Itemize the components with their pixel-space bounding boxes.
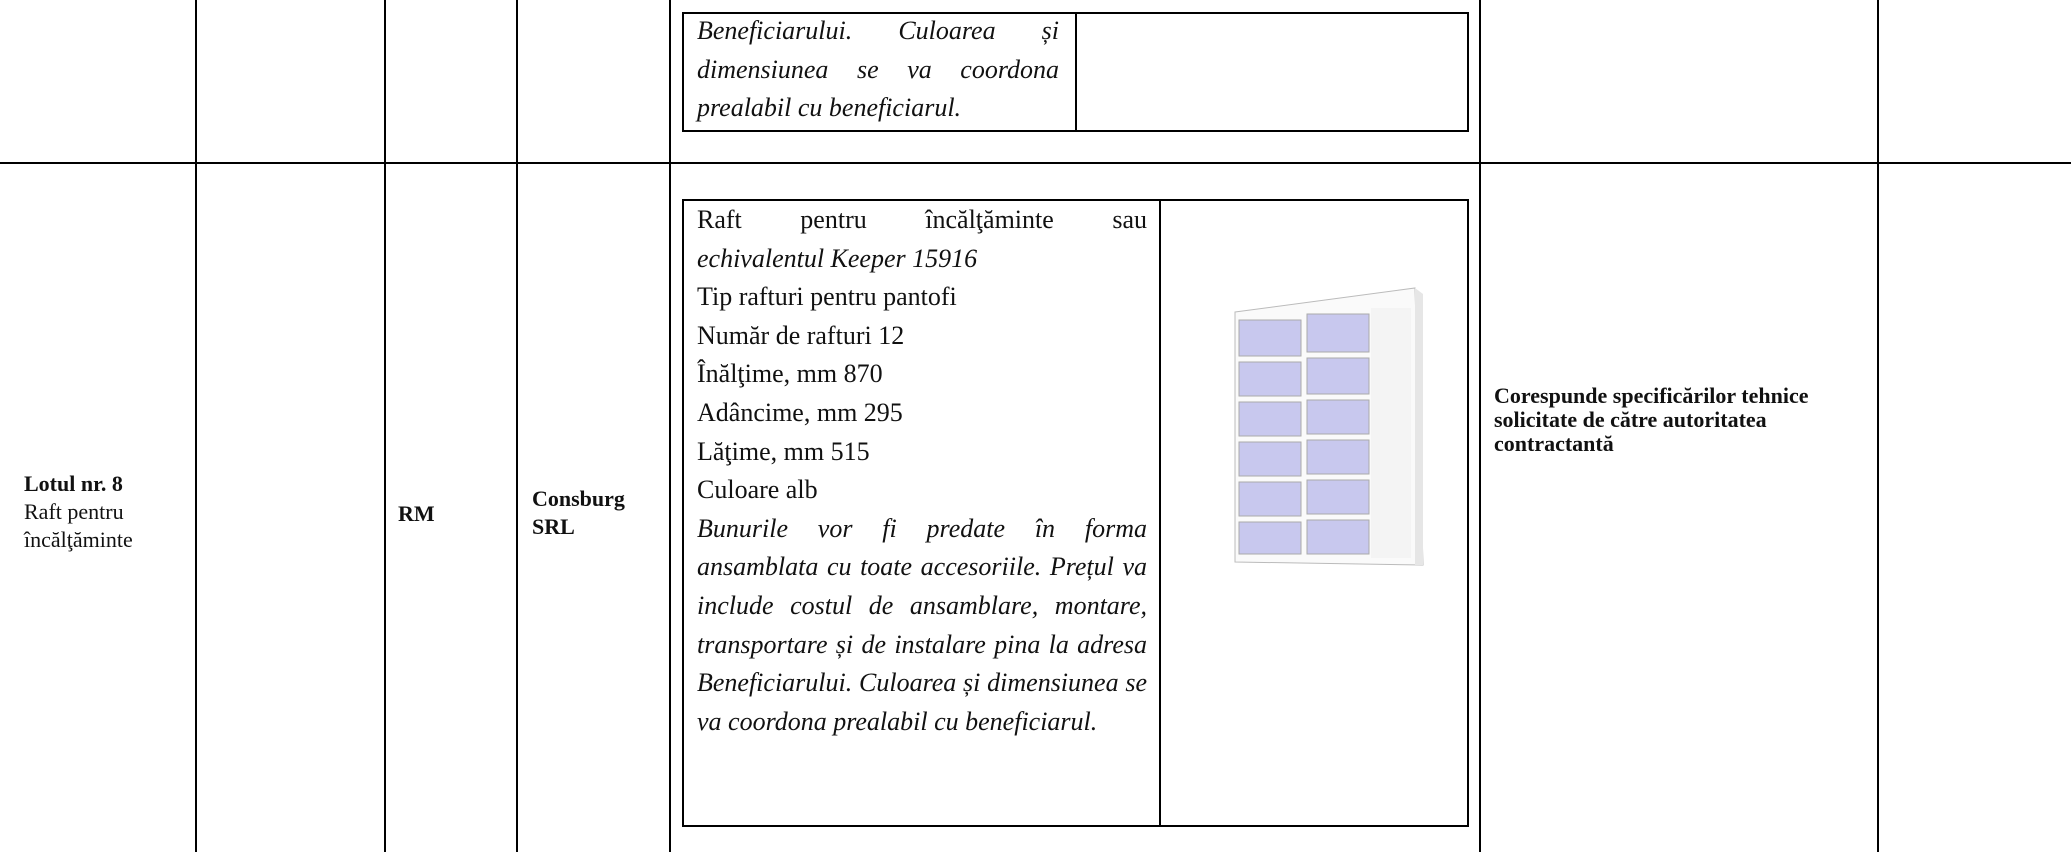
spec-terms: Bunurile vor fi predate în forma ansambl…: [697, 513, 1147, 736]
spec-line: Tip rafturi pentru pantofi: [697, 282, 957, 312]
spec-cell: Raft pentru încălţăminte sau echivalentu…: [697, 201, 1147, 741]
supplier: Consburg SRL: [532, 486, 625, 539]
spec-lines: Tip rafturi pentru pantofi Număr de raftu…: [697, 278, 1147, 510]
column-border: [1479, 0, 1481, 852]
spec-line: Număr de rafturi 12: [697, 320, 905, 350]
column-border: [516, 0, 518, 852]
spec-model: echivalentul Keeper 15916: [697, 243, 978, 273]
column-border: [669, 0, 671, 852]
spec-divider: [1159, 199, 1161, 827]
column-border: [384, 0, 386, 852]
row-border: [0, 162, 2071, 164]
spec-line: Lăţime, mm 515: [697, 436, 870, 466]
origin: RM: [398, 501, 435, 526]
spec-text: Beneficiarului. Culoarea și dimensiunea …: [697, 16, 1059, 123]
compliance: Corespunde specificărilor tehnice solici…: [1494, 383, 1809, 456]
column-border: [1877, 0, 1879, 852]
spec-table: [682, 199, 1469, 827]
spec-line: Înălţime, mm 870: [697, 359, 883, 389]
product-image: [1234, 287, 1424, 566]
spec-divider: [1075, 12, 1077, 132]
lot-title: Lotul nr. 8: [24, 471, 123, 496]
spec-intro: Raft pentru încălţăminte sau: [697, 205, 1147, 234]
column-border: [195, 0, 197, 852]
lot-cell: Lotul nr. 8 Raft pentru încălţăminte: [24, 470, 184, 554]
spec-line: Adâncime, mm 295: [697, 397, 903, 427]
spec-line: Culoare alb: [697, 475, 818, 505]
lot-name: Raft pentru încălţăminte: [24, 499, 133, 552]
